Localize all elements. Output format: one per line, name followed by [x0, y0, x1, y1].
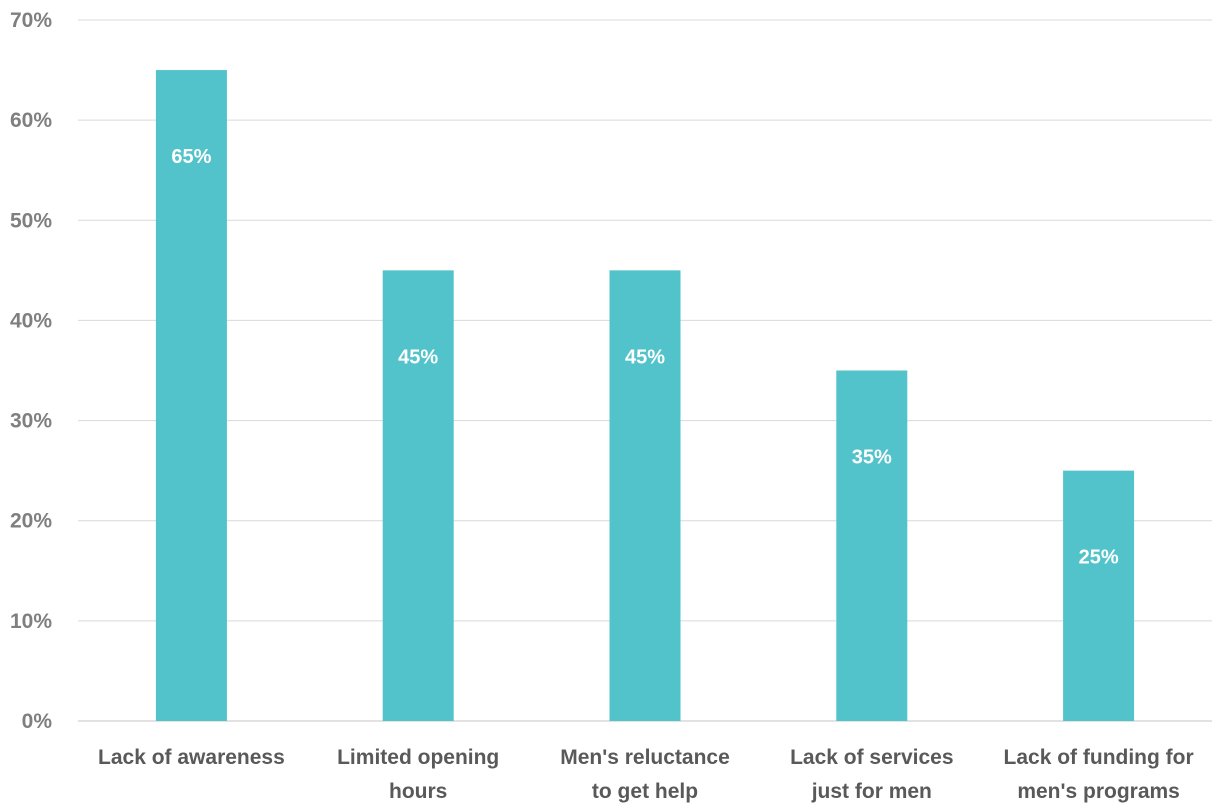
data-labels: 65% 45% 45% 35% 25%	[171, 146, 1118, 569]
data-label: 45%	[625, 346, 665, 368]
y-tick-label: 50%	[10, 209, 52, 232]
bars	[155, 70, 1135, 722]
x-tick-label-line: Lack of funding for	[1004, 746, 1194, 769]
y-tick-label: 30%	[10, 410, 52, 433]
x-tick-label-line: hours	[389, 780, 447, 803]
x-tick-label: Lack of funding for men's programs	[1004, 746, 1194, 803]
y-tick-label: 0%	[22, 710, 53, 733]
bar	[836, 370, 908, 721]
data-label: 45%	[398, 346, 438, 368]
y-tick-label: 10%	[10, 610, 52, 633]
x-tick-label-line: Limited opening	[337, 746, 499, 769]
data-label: 25%	[1079, 547, 1119, 569]
bar	[382, 270, 454, 721]
y-axis: 0% 10% 20% 30% 40% 50% 60% 70%	[10, 9, 52, 733]
bar	[609, 270, 681, 721]
x-tick-label: Limited opening hours	[337, 746, 499, 803]
data-label: 65%	[171, 146, 211, 168]
x-tick-label: Lack of services just for men	[790, 746, 953, 803]
data-label: 35%	[852, 447, 892, 469]
x-tick-label-line: men's programs	[1017, 780, 1180, 803]
x-tick-label-line: Men's reluctance	[560, 746, 730, 769]
x-tick-label-line: Lack of services	[790, 746, 953, 769]
bar	[1063, 470, 1135, 721]
bar	[155, 70, 227, 722]
y-tick-label: 20%	[10, 510, 52, 533]
x-tick-label: Lack of awareness	[98, 746, 285, 769]
x-tick-label-line: Lack of awareness	[98, 746, 285, 769]
x-tick-label-line: just for men	[811, 780, 932, 803]
y-tick-label: 70%	[10, 9, 52, 32]
y-tick-label: 60%	[10, 109, 52, 132]
x-tick-label: Men's reluctance to get help	[560, 746, 730, 803]
x-tick-label-line: to get help	[592, 780, 698, 803]
y-tick-label: 40%	[10, 309, 52, 332]
x-axis: Lack of awareness Limited opening hours Men…	[98, 746, 1194, 803]
